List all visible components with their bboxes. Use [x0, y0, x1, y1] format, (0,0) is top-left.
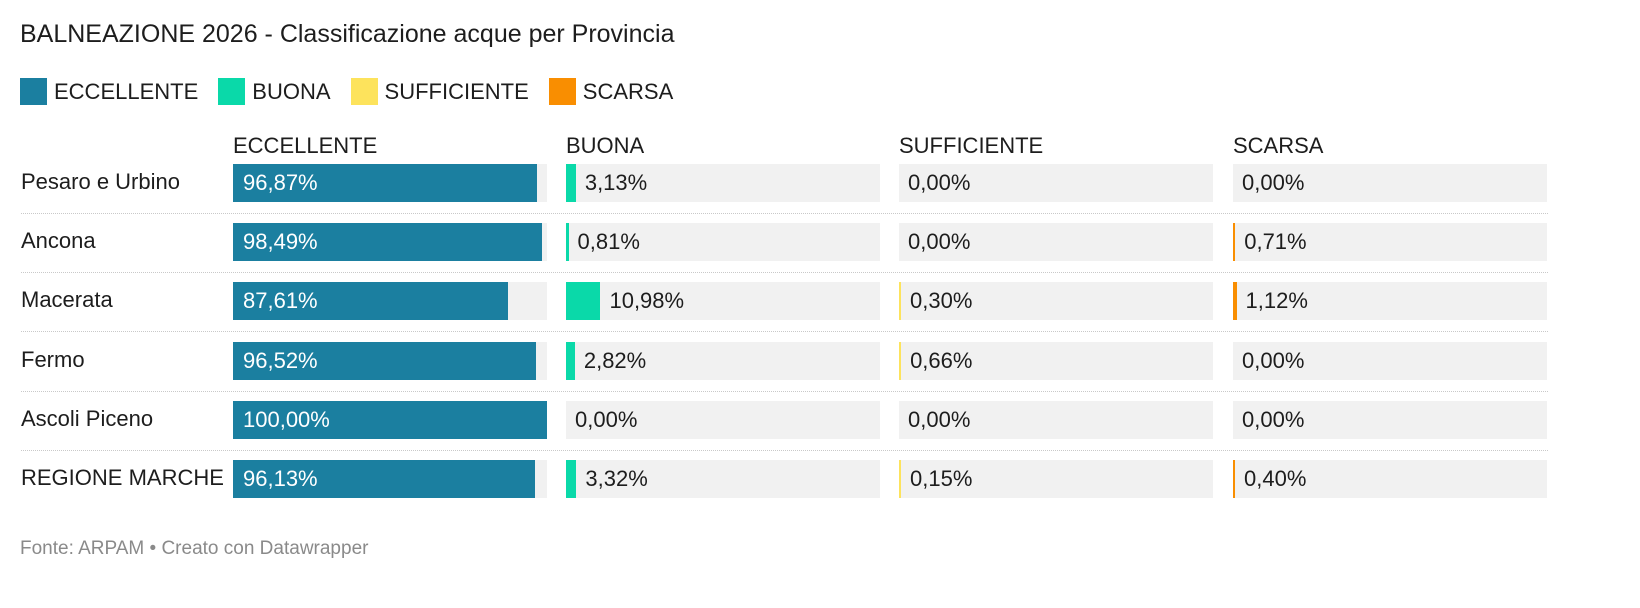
- row-label-regione-marche: REGIONE MARCHE: [21, 465, 224, 490]
- value-label: 98,49%: [243, 229, 318, 254]
- value-label: 96,13%: [243, 466, 318, 491]
- bar-cell: 98,49%: [233, 223, 547, 261]
- legend-item-eccellente: ECCELLENTE: [20, 78, 198, 105]
- bar-eccellente: [233, 401, 547, 439]
- bar-cell: 10,98%: [566, 282, 880, 320]
- legend-swatch-sufficiente: [350, 78, 378, 105]
- value-label: 0,30%: [910, 288, 973, 313]
- source-note: Fonte: ARPAM • Creato con Datawrapper: [20, 538, 369, 559]
- row-separator: [21, 272, 1548, 273]
- bar-cell: 3,32%: [566, 460, 880, 498]
- bar-scarsa: [1233, 223, 1236, 261]
- bar-eccellente: [233, 460, 535, 498]
- value-label: 1,12%: [1245, 288, 1308, 313]
- bar-cell: 0,81%: [566, 223, 880, 261]
- bar-cell: 87,61%: [233, 282, 547, 320]
- bar-sufficiente: [899, 460, 901, 498]
- column-header-sufficiente: SUFFICIENTE: [899, 133, 1044, 158]
- column-header-scarsa: SCARSA: [1233, 133, 1324, 158]
- bar-cell: 1,12%: [1233, 282, 1547, 320]
- legend-swatch-eccellente: [20, 78, 47, 105]
- value-label: 0,00%: [1242, 348, 1305, 373]
- value-label: 0,00%: [1242, 170, 1305, 195]
- bar-cell: 0,66%: [899, 342, 1213, 380]
- value-label: 0,40%: [1244, 466, 1307, 491]
- value-label: 3,32%: [585, 466, 648, 491]
- bar-buona: [566, 223, 569, 261]
- legend-swatch-scarsa: [548, 78, 576, 105]
- legend-label-sufficiente: SUFFICIENTE: [384, 78, 529, 104]
- legend-item-buona: BUONA: [218, 78, 331, 105]
- value-label: 0,66%: [910, 348, 973, 373]
- value-label: 96,87%: [243, 170, 318, 195]
- row-separator: [21, 213, 1548, 214]
- bar-buona: [566, 282, 601, 320]
- bar-cell: 96,52%: [233, 342, 547, 380]
- value-label: 0,00%: [1242, 407, 1305, 432]
- bar-scarsa: [1233, 460, 1235, 498]
- bar-sufficiente: [899, 282, 901, 320]
- bar-cell: 0,00%: [1233, 401, 1547, 439]
- value-label: 0,71%: [1244, 229, 1307, 254]
- legend-item-scarsa: SCARSA: [548, 78, 674, 105]
- bar-eccellente: [233, 342, 537, 380]
- bar-cell: 0,00%: [1233, 342, 1547, 380]
- legend-label-eccellente: ECCELLENTE: [54, 78, 199, 104]
- row-label-fermo: Fermo: [21, 347, 85, 372]
- bar-cell: 0,00%: [899, 223, 1213, 261]
- chart-title: BALNEAZIONE 2026 - Classificazione acque…: [20, 20, 675, 48]
- legend-label-buona: BUONA: [252, 78, 331, 104]
- row-label-ancona: Ancona: [21, 228, 96, 253]
- bar-eccellente: [233, 223, 543, 261]
- legend-item-sufficiente: SUFFICIENTE: [350, 78, 529, 105]
- value-label: 96,52%: [243, 348, 318, 373]
- value-label: 3,13%: [584, 170, 648, 195]
- bar-scarsa: [1233, 282, 1237, 320]
- value-label: 0,00%: [575, 407, 638, 432]
- bar-cell: 0,00%: [1233, 164, 1547, 202]
- bar-cell: 0,40%: [1233, 460, 1547, 498]
- bar-sufficiente: [899, 342, 902, 380]
- bar-eccellente: [233, 282, 509, 320]
- bar-eccellente: [233, 164, 538, 202]
- value-label: 0,15%: [910, 466, 973, 491]
- row-separator: [21, 331, 1548, 332]
- bar-buona: [566, 164, 576, 202]
- bar-buona: [566, 342, 575, 380]
- column-header-eccellente: ECCELLENTE: [233, 133, 378, 158]
- bar-cell: 0,71%: [1233, 223, 1547, 261]
- bar-cell: 0,00%: [899, 401, 1213, 439]
- column-header-buona: BUONA: [566, 133, 645, 158]
- bar-cell: 0,00%: [566, 401, 880, 439]
- value-label: 0,00%: [908, 407, 971, 432]
- row-label-pesaro-e-urbino: Pesaro e Urbino: [21, 169, 180, 194]
- bar-cell: 0,15%: [899, 460, 1213, 498]
- legend-swatch-buona: [218, 78, 246, 105]
- row-separator: [21, 450, 1548, 451]
- value-label: 10,98%: [609, 288, 685, 313]
- legend: ECCELLENTE BUONA SUFFICIENTE SCARSA: [20, 78, 693, 105]
- value-label: 0,00%: [908, 229, 971, 254]
- row-label-ascoli-piceno: Ascoli Piceno: [21, 406, 154, 431]
- value-label: 0,81%: [577, 229, 640, 254]
- value-label: 0,00%: [908, 170, 971, 195]
- legend-label-scarsa: SCARSA: [582, 78, 674, 104]
- bar-cell: 100,00%: [233, 401, 547, 439]
- bar-cell: 0,30%: [899, 282, 1213, 320]
- row-label-macerata: Macerata: [21, 287, 113, 312]
- value-label: 87,61%: [243, 288, 318, 313]
- bar-cell: 96,13%: [233, 460, 547, 498]
- row-separator: [21, 391, 1548, 392]
- bar-cell: 0,00%: [899, 164, 1213, 202]
- bar-buona: [566, 460, 577, 498]
- value-label: 2,82%: [583, 348, 647, 373]
- value-label: 100,00%: [243, 407, 330, 432]
- bar-cell: 96,87%: [233, 164, 547, 202]
- bar-cell: 3,13%: [566, 164, 880, 202]
- bar-cell: 2,82%: [566, 342, 880, 380]
